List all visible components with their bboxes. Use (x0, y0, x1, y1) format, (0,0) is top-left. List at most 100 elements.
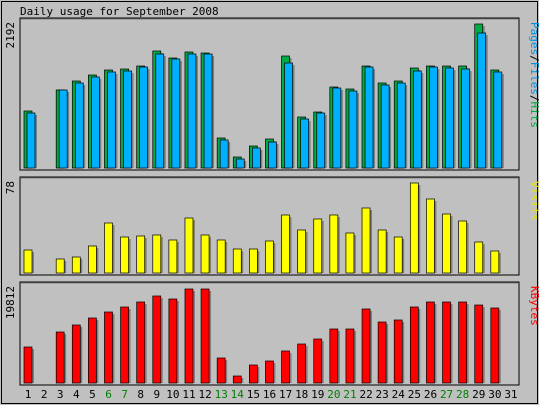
bar-hits-files-11 (187, 53, 197, 169)
bar-hits-files-3 (58, 89, 68, 169)
bar-kbytes-kbytes-9 (152, 295, 162, 384)
legend-entry-hits-1: / (528, 55, 539, 62)
bar-kbytes-kbytes-23 (377, 321, 387, 384)
bar-visits-visits-27 (442, 213, 451, 274)
bar-visits-visits-23 (377, 229, 387, 274)
bar-hits-files-25 (412, 70, 422, 169)
panel-hits-legend: Pages/Files/Hits (528, 22, 539, 128)
bar-hits-files-21 (348, 90, 358, 169)
bar-kbytes-kbytes-22 (361, 308, 371, 384)
bar-visits-visits-6 (104, 222, 113, 274)
legend-entry-hits-3: / (528, 95, 539, 102)
bar-visits-visits-21 (345, 232, 355, 274)
x-tick-label-5: 5 (89, 388, 96, 401)
bar-hits-files-4 (74, 82, 84, 169)
bar-hits-files-26 (429, 66, 438, 169)
bar-visits-visits-7 (120, 236, 129, 274)
bar-kbytes-kbytes-8 (136, 301, 146, 384)
x-tick-label-19: 19 (311, 388, 324, 401)
legend-entry-hits-0: Pages (528, 22, 539, 55)
bar-visits-visits-17 (281, 214, 290, 274)
bar-visits-visits-3 (55, 258, 65, 274)
panel-kbytes: 19812 KBytes (4, 281, 539, 386)
bar-kbytes-kbytes-29 (474, 304, 484, 384)
bar-hits-files-27 (445, 67, 454, 169)
bar-kbytes-kbytes-28 (458, 301, 467, 384)
bar-kbytes-kbytes-11 (184, 288, 194, 384)
bar-kbytes-kbytes-14 (232, 375, 242, 384)
x-tick-label-3: 3 (57, 388, 64, 401)
bar-kbytes-kbytes-4 (71, 324, 81, 384)
bar-kbytes-kbytes-25 (409, 306, 419, 384)
bar-kbytes-kbytes-6 (104, 311, 113, 384)
x-tick-label-11: 11 (182, 388, 195, 401)
bar-kbytes-kbytes-3 (55, 331, 65, 384)
bar-kbytes-kbytes-24 (393, 319, 403, 384)
bar-visits-visits-29 (474, 241, 484, 274)
panel-visits-ymax-label: 78 (4, 181, 17, 194)
bar-hits-files-15 (252, 147, 261, 169)
bar-kbytes-kbytes-7 (120, 306, 129, 384)
bar-visits-visits-22 (361, 207, 371, 274)
x-tick-label-29: 29 (472, 388, 485, 401)
x-tick-label-8: 8 (137, 388, 144, 401)
bar-hits-files-24 (396, 82, 406, 169)
bar-visits-visits-26 (426, 198, 435, 274)
legend-entry-visits-0: Visits (528, 181, 539, 221)
bar-hits-files-18 (300, 118, 309, 169)
x-tick-label-28: 28 (456, 388, 469, 401)
x-tick-label-23: 23 (376, 388, 389, 401)
bar-kbytes-kbytes-10 (168, 298, 178, 384)
legend-entry-kbytes-0: KBytes (528, 286, 539, 326)
bar-hits-files-22 (364, 66, 374, 169)
x-tick-label-27: 27 (440, 388, 453, 401)
bar-kbytes-kbytes-27 (442, 301, 451, 384)
x-tick-label-22: 22 (359, 388, 372, 401)
bar-hits-files-1 (26, 112, 36, 169)
bar-hits-files-19 (316, 112, 326, 169)
bar-visits-visits-19 (313, 218, 323, 274)
bar-hits-files-16 (268, 141, 277, 169)
bar-hits-files-12 (203, 53, 213, 169)
bar-visits-visits-4 (71, 256, 81, 274)
x-tick-label-12: 12 (198, 388, 211, 401)
bar-visits-visits-25 (409, 182, 419, 274)
bar-kbytes-kbytes-19 (313, 338, 323, 384)
bar-visits-visits-28 (458, 220, 467, 274)
panel-kbytes-ymax-label: 19812 (4, 286, 17, 319)
panel-visits-legend: Visits (528, 181, 539, 221)
x-tick-label-13: 13 (215, 388, 228, 401)
bar-visits-visits-10 (168, 239, 178, 274)
x-tick-label-10: 10 (166, 388, 179, 401)
bar-hits-files-9 (155, 53, 165, 169)
bar-hits-files-28 (461, 68, 470, 169)
x-tick-label-30: 30 (488, 388, 501, 401)
bar-hits-files-20 (332, 87, 342, 169)
panel-kbytes-legend: KBytes (528, 286, 539, 326)
x-tick-label-9: 9 (154, 388, 161, 401)
x-tick-label-4: 4 (73, 388, 80, 401)
bar-kbytes-kbytes-15 (249, 364, 258, 384)
bar-hits-files-7 (123, 70, 132, 169)
bar-hits-files-6 (107, 71, 116, 169)
bar-kbytes-kbytes-5 (88, 317, 97, 384)
bar-visits-visits-20 (329, 214, 339, 274)
x-tick-label-1: 1 (25, 388, 32, 401)
bar-visits-visits-14 (232, 248, 242, 274)
bar-kbytes-kbytes-21 (345, 328, 355, 384)
bar-visits-visits-30 (490, 250, 500, 274)
bar-visits-visits-8 (136, 235, 146, 274)
x-tick-label-26: 26 (424, 388, 437, 401)
x-tick-label-31: 31 (504, 388, 517, 401)
bar-hits-files-17 (284, 62, 293, 169)
bar-visits-visits-18 (297, 229, 306, 274)
x-tick-label-25: 25 (408, 388, 421, 401)
bar-hits-files-5 (91, 76, 100, 169)
bar-hits-files-14 (235, 158, 245, 169)
legend-entry-hits-4: Hits (528, 102, 539, 129)
x-tick-label-20: 20 (327, 388, 340, 401)
x-tick-label-6: 6 (105, 388, 112, 401)
